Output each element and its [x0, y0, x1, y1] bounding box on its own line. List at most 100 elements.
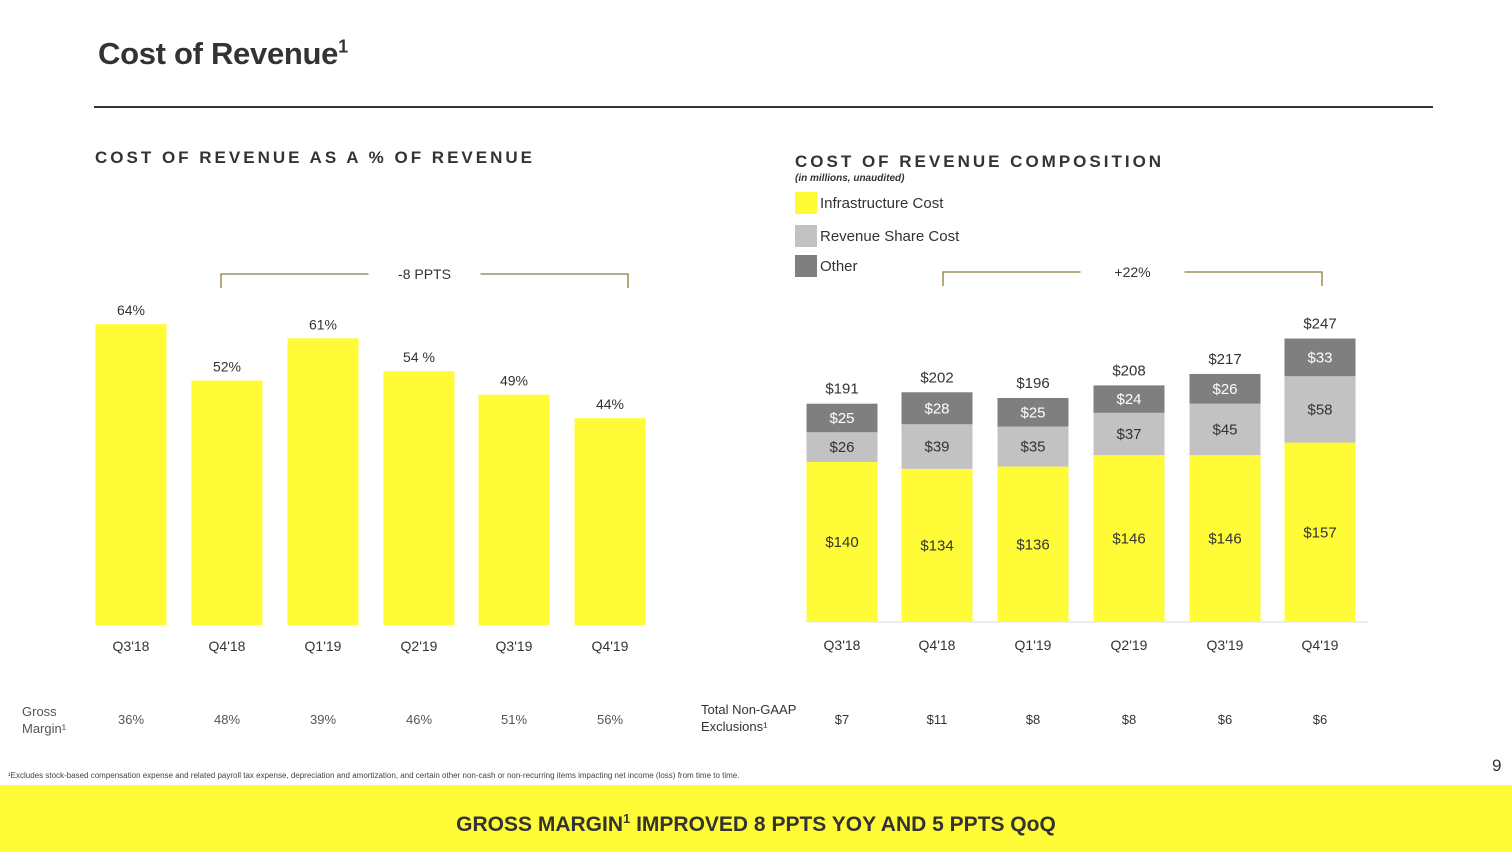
revenue-share-segment-label: $35 [1020, 439, 1045, 456]
infrastructure-segment-label: $134 [920, 537, 953, 554]
non-gaap-exclusion-value: $6 [1218, 712, 1232, 727]
footnote: ¹Excludes stock-based compensation expen… [8, 771, 740, 780]
revenue-share-segment [806, 432, 878, 462]
percent-change-bracket-line [220, 273, 629, 288]
percent-data-label: 64% [117, 302, 145, 318]
title-divider [94, 106, 1433, 108]
other-segment [1284, 338, 1356, 377]
non-gaap-row-label: Total Non-GAAP Exclusions¹ [701, 701, 796, 735]
other-segment-label: $33 [1307, 349, 1332, 366]
revenue-share-segment [997, 426, 1069, 467]
non-gaap-exclusion-value: $11 [927, 712, 948, 727]
right-chart-subtitle: (in millions, unaudited) [795, 173, 905, 184]
legend-label: Revenue Share Cost [820, 227, 960, 245]
total-cost-label: $208 [1112, 362, 1145, 379]
x-tick-label: Q4'18 [919, 637, 956, 653]
total-cost-label: $191 [825, 381, 858, 398]
non-gaap-label-line: Total Non-GAAP [701, 702, 797, 717]
summary-banner-text: GROSS MARGIN1 IMPROVED 8 PPTS YOY AND 5 … [456, 811, 1056, 836]
x-tick-label: Q3'19 [1207, 637, 1244, 653]
total-cost-label: $247 [1303, 316, 1336, 333]
revenue-share-segment [1093, 412, 1165, 456]
infrastructure-segment [1284, 442, 1356, 622]
legend-item-infrastructure: Infrastructure Cost [795, 192, 943, 214]
summary-banner: GROSS MARGIN1 IMPROVED 8 PPTS YOY AND 5 … [0, 785, 1512, 852]
infrastructure-segment [1189, 455, 1261, 622]
percent-bar [191, 380, 263, 625]
x-tick-label: Q3'19 [496, 638, 533, 654]
other-segment [806, 403, 878, 433]
page-number: 9 [1492, 756, 1502, 775]
percent-data-label: 49% [500, 373, 528, 389]
gross-margin-row-label: Gross Margin¹ [22, 703, 66, 737]
infrastructure-segment-label: $146 [1208, 531, 1241, 548]
x-tick-label: Q2'19 [1111, 637, 1148, 653]
percent-data-label: 52% [213, 359, 241, 375]
other-segment-label: $25 [1020, 404, 1045, 421]
other-segment [997, 397, 1069, 427]
x-tick-label: Q3'18 [824, 637, 861, 653]
gross-margin-value: 48% [214, 712, 240, 727]
legend-item-other: Other [795, 255, 858, 277]
revenue-share-segment [901, 424, 973, 469]
percent-bar [95, 324, 167, 625]
right-chart-title: COST OF REVENUE COMPOSITION [795, 152, 1165, 171]
gross-margin-value: 51% [501, 712, 527, 727]
non-gaap-exclusion-value: $6 [1313, 712, 1327, 727]
gross-margin-value: 36% [118, 712, 144, 727]
other-segment-label: $28 [924, 400, 949, 417]
gross-margin-value: 46% [406, 712, 432, 727]
other-segment-label: $25 [829, 410, 854, 427]
revenue-share-segment-label: $26 [829, 439, 854, 456]
left-chart-title: COST OF REVENUE AS A % OF REVENUE [95, 148, 535, 167]
legend-swatch-infrastructure [795, 192, 817, 214]
legend-swatch-revenue-share [795, 225, 817, 247]
percent-bar [287, 338, 359, 625]
other-segment [1189, 373, 1261, 404]
total-cost-label: $202 [920, 369, 953, 386]
revenue-share-segment [1189, 403, 1261, 456]
legend-item-revenue-share: Revenue Share Cost [795, 225, 959, 247]
infrastructure-segment [997, 466, 1069, 622]
page-title: Cost of Revenue1 [98, 36, 348, 71]
legend-label: Infrastructure Cost [820, 194, 944, 212]
gross-margin-label-line: Gross [22, 704, 57, 719]
x-tick-label: Q4'18 [209, 638, 246, 654]
other-segment [901, 392, 973, 425]
non-gaap-exclusion-value: $7 [835, 712, 849, 727]
infrastructure-segment [1093, 455, 1165, 622]
other-segment-label: $26 [1212, 381, 1237, 398]
cost-change-bracket-line [942, 271, 1323, 286]
x-tick-label: Q1'19 [305, 638, 342, 654]
percent-bar [574, 418, 646, 625]
percent-data-label: 54 % [403, 349, 435, 365]
x-tick-label: Q3'18 [113, 638, 150, 654]
non-gaap-exclusion-value: $8 [1026, 712, 1040, 727]
legend-label: Other [820, 257, 858, 275]
gross-margin-label-line: Margin¹ [22, 721, 67, 736]
x-tick-label: Q1'19 [1015, 637, 1052, 653]
infrastructure-segment [901, 468, 973, 622]
infrastructure-segment [806, 461, 878, 622]
x-tick-label: Q4'19 [592, 638, 629, 654]
other-segment-label: $24 [1116, 391, 1141, 408]
other-segment [1093, 385, 1165, 413]
total-cost-label: $217 [1208, 351, 1241, 368]
non-gaap-label-line: Exclusions¹ [701, 719, 768, 734]
percent-bar [383, 371, 455, 625]
gross-margin-value: 56% [597, 712, 623, 727]
total-cost-label: $196 [1016, 375, 1049, 392]
infrastructure-segment-label: $146 [1112, 531, 1145, 548]
percent-data-label: 61% [309, 316, 337, 332]
x-tick-label: Q4'19 [1302, 637, 1339, 653]
percent-change-bracket-label: -8 PPTS [398, 266, 451, 282]
infrastructure-segment-label: $136 [1016, 536, 1049, 553]
gross-margin-value: 39% [310, 712, 336, 727]
revenue-share-segment-label: $58 [1307, 401, 1332, 418]
revenue-share-segment [1284, 376, 1356, 443]
cost-change-bracket-label: +22% [1114, 264, 1150, 280]
legend-swatch-other [795, 255, 817, 277]
revenue-share-segment-label: $39 [924, 439, 949, 456]
x-tick-label: Q2'19 [401, 638, 438, 654]
infrastructure-segment-label: $157 [1303, 524, 1336, 541]
